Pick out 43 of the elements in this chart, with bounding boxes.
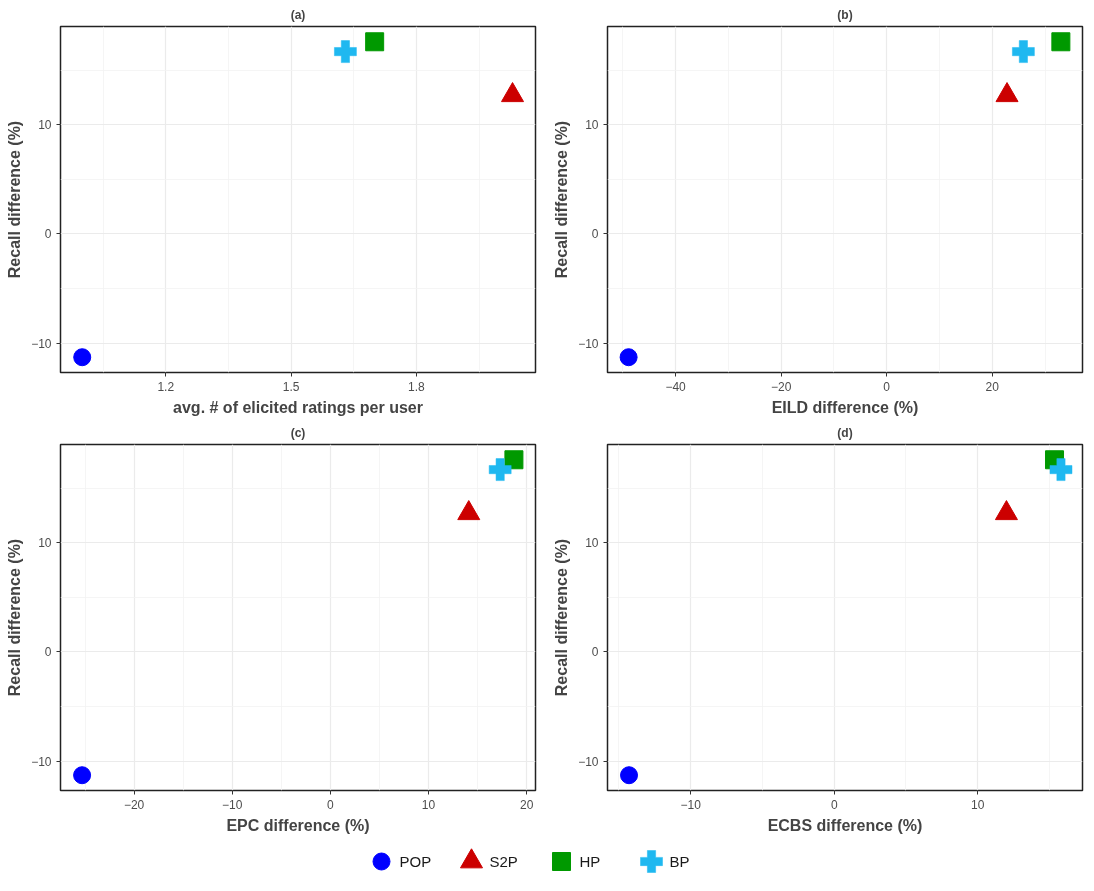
x-axis-title: avg. # of elicited ratings per user: [173, 398, 423, 416]
y-axis-title: Recall difference (%): [6, 538, 24, 697]
x-tick-label: 0: [883, 379, 891, 394]
x-axis-title: EILD difference (%): [771, 398, 919, 416]
x-tick-label: −40: [665, 379, 687, 394]
x-axis-title: EPC difference (%): [226, 816, 370, 834]
y-tick-label: 0: [44, 227, 52, 242]
x-tick-label: 0: [327, 797, 335, 812]
y-axis-title: Recall difference (%): [6, 120, 24, 279]
chart-title: (b): [837, 7, 853, 22]
y-tick-label: −10: [578, 336, 599, 351]
x-tick-label: 0: [830, 797, 838, 812]
y-tick-label: −10: [578, 754, 599, 769]
legend-label: HP: [579, 853, 601, 870]
x-tick-label: 10: [421, 797, 436, 812]
legend-label: POP: [399, 853, 432, 870]
y-axis-title: Recall difference (%): [553, 538, 571, 697]
y-tick-label: 10: [38, 118, 52, 133]
x-axis-title: ECBS difference (%): [767, 816, 923, 834]
y-tick-label: 10: [585, 536, 599, 551]
y-tick-label: 0: [44, 645, 52, 660]
x-tick-label: 10: [971, 797, 985, 812]
legend-label: BP: [669, 853, 690, 870]
x-tick-label: 1.8: [408, 379, 426, 394]
x-tick-label: 1.5: [282, 379, 300, 394]
chart-title: (c): [290, 425, 306, 440]
x-tick-label: −10: [222, 797, 243, 812]
x-tick-label: 20: [519, 797, 534, 812]
y-tick-label: 0: [591, 227, 599, 242]
chart-title: (a): [290, 7, 306, 22]
y-tick-label: 10: [38, 536, 52, 551]
y-tick-label: −10: [31, 754, 52, 769]
x-tick-label: 1.2: [157, 379, 175, 394]
y-tick-label: 0: [591, 645, 599, 660]
legend-label: S2P: [489, 853, 518, 870]
y-axis-title: Recall difference (%): [553, 120, 571, 279]
x-tick-label: 20: [985, 379, 1000, 394]
x-tick-label: −10: [680, 797, 702, 812]
x-tick-label: −20: [123, 797, 145, 812]
y-tick-label: −10: [31, 336, 52, 351]
x-tick-label: −20: [770, 379, 792, 394]
chart-title: (d): [837, 425, 853, 440]
y-tick-label: 10: [585, 118, 599, 133]
